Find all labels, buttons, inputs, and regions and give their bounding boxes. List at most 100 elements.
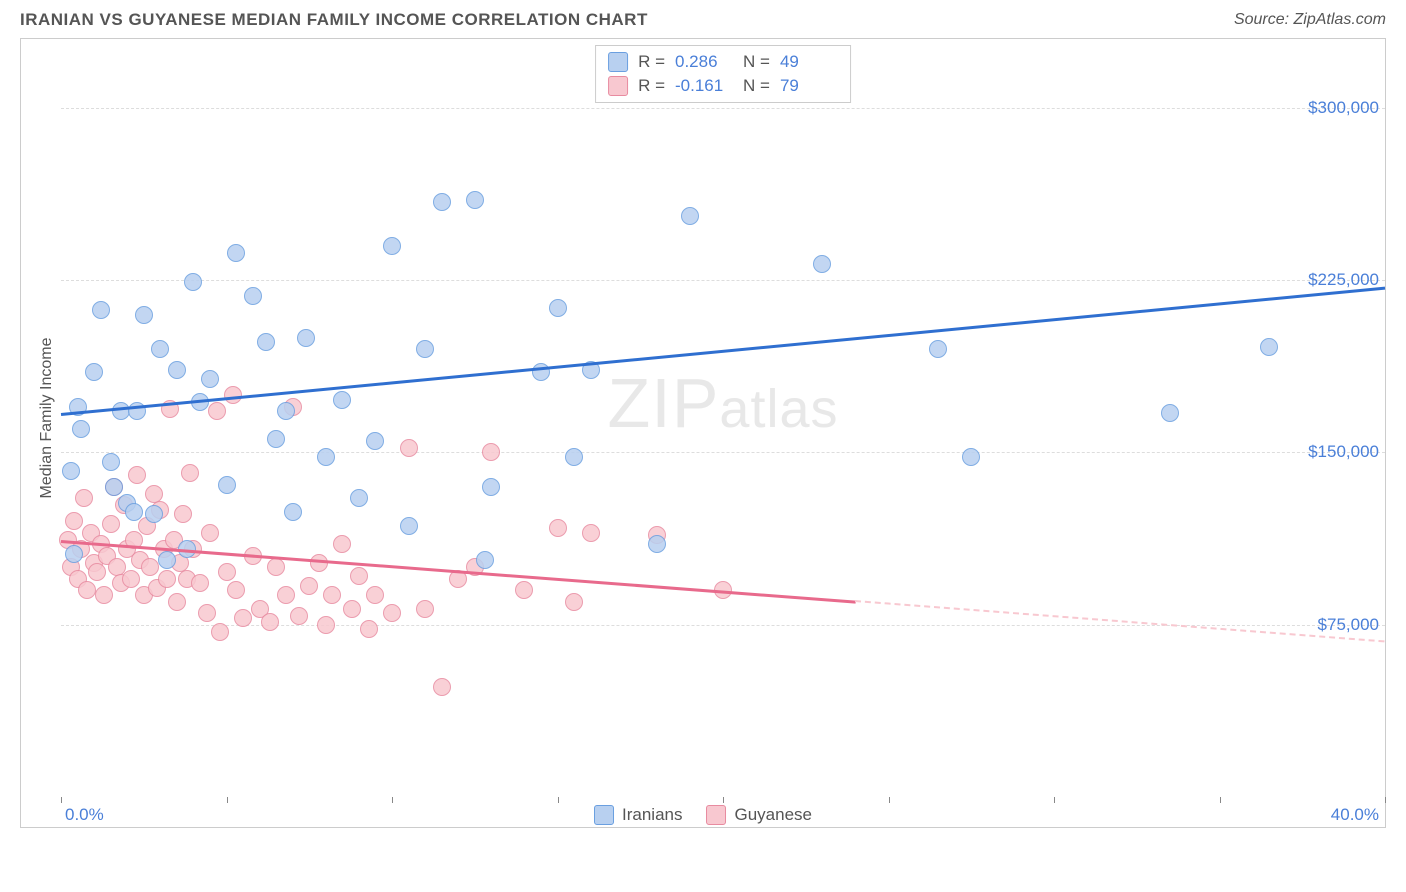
guyanese-point (95, 586, 113, 604)
iranians-point (125, 503, 143, 521)
swatch-guyanese-icon (706, 805, 726, 825)
guyanese-point (174, 505, 192, 523)
x-tick (1220, 797, 1221, 803)
guyanese-point (350, 567, 368, 585)
y-tick-label: $150,000 (1308, 442, 1379, 462)
iranians-point (218, 476, 236, 494)
guyanese-point (128, 466, 146, 484)
iranians-point (317, 448, 335, 466)
x-tick (1385, 797, 1386, 803)
swatch-guyanese (608, 76, 628, 96)
guyanese-point (416, 600, 434, 618)
iranians-point (135, 306, 153, 324)
guyanese-point (158, 570, 176, 588)
guyanese-point (198, 604, 216, 622)
iranians-point (85, 363, 103, 381)
guyanese-point (191, 574, 209, 592)
chart-title: IRANIAN VS GUYANESE MEDIAN FAMILY INCOME… (20, 10, 648, 30)
iranians-point (92, 301, 110, 319)
guyanese-point (343, 600, 361, 618)
iranians-point (1260, 338, 1278, 356)
iranians-point (227, 244, 245, 262)
y-axis-label: Median Family Income (38, 338, 56, 499)
x-tick (889, 797, 890, 803)
swatch-iranians-icon (594, 805, 614, 825)
guyanese-point (78, 581, 96, 599)
iranians-point (433, 193, 451, 211)
iranians-point (297, 329, 315, 347)
guyanese-point (515, 581, 533, 599)
gridline (61, 108, 1385, 109)
x-tick (723, 797, 724, 803)
iranians-point (350, 489, 368, 507)
guyanese-point (65, 512, 83, 530)
iranians-point (184, 273, 202, 291)
swatch-iranians (608, 52, 628, 72)
iranians-point (482, 478, 500, 496)
iranians-point (145, 505, 163, 523)
iranians-point (158, 551, 176, 569)
guyanese-point (122, 570, 140, 588)
legend-item-guyanese: Guyanese (706, 805, 812, 825)
iranians-point (62, 462, 80, 480)
x-axis-min-label: 0.0% (65, 805, 104, 825)
iranians-point (277, 402, 295, 420)
iranians-point (102, 453, 120, 471)
x-tick (558, 797, 559, 803)
guyanese-point (333, 535, 351, 553)
legend-stats: R = 0.286 N = 49 R = -0.161 N = 79 (595, 45, 851, 103)
guyanese-point (218, 563, 236, 581)
iranians-point (201, 370, 219, 388)
trend-line (855, 600, 1385, 642)
iranians-point (257, 333, 275, 351)
iranians-point (549, 299, 567, 317)
guyanese-point (290, 607, 308, 625)
r-value-iranians: 0.286 (675, 52, 733, 72)
guyanese-point (201, 524, 219, 542)
y-tick-label: $75,000 (1318, 615, 1379, 635)
guyanese-point (323, 586, 341, 604)
iranians-point (244, 287, 262, 305)
guyanese-point (565, 593, 583, 611)
legend-label-guyanese: Guyanese (734, 805, 812, 825)
x-tick (227, 797, 228, 803)
chart-container: ZIPatlas Median Family Income R = 0.286 … (20, 38, 1386, 828)
guyanese-point (75, 489, 93, 507)
guyanese-point (366, 586, 384, 604)
iranians-point (284, 503, 302, 521)
iranians-point (476, 551, 494, 569)
guyanese-point (400, 439, 418, 457)
guyanese-point (102, 515, 120, 533)
legend-stats-row-guyanese: R = -0.161 N = 79 (608, 74, 838, 98)
guyanese-point (383, 604, 401, 622)
trend-line (61, 287, 1385, 416)
iranians-point (813, 255, 831, 273)
guyanese-point (267, 558, 285, 576)
iranians-point (366, 432, 384, 450)
x-tick (1054, 797, 1055, 803)
gridline (61, 280, 1385, 281)
iranians-point (681, 207, 699, 225)
iranians-point (151, 340, 169, 358)
guyanese-point (360, 620, 378, 638)
guyanese-point (582, 524, 600, 542)
guyanese-point (227, 581, 245, 599)
iranians-point (929, 340, 947, 358)
legend-bottom: Iranians Guyanese (594, 805, 812, 825)
iranians-point (65, 545, 83, 563)
iranians-point (400, 517, 418, 535)
legend-item-iranians: Iranians (594, 805, 682, 825)
guyanese-point (300, 577, 318, 595)
iranians-point (1161, 404, 1179, 422)
guyanese-point (234, 609, 252, 627)
guyanese-point (261, 613, 279, 631)
iranians-point (168, 361, 186, 379)
iranians-point (267, 430, 285, 448)
x-axis-max-label: 40.0% (1331, 805, 1379, 825)
legend-label-iranians: Iranians (622, 805, 682, 825)
iranians-point (962, 448, 980, 466)
guyanese-point (181, 464, 199, 482)
iranians-point (333, 391, 351, 409)
iranians-point (72, 420, 90, 438)
n-value-guyanese: 79 (780, 76, 838, 96)
